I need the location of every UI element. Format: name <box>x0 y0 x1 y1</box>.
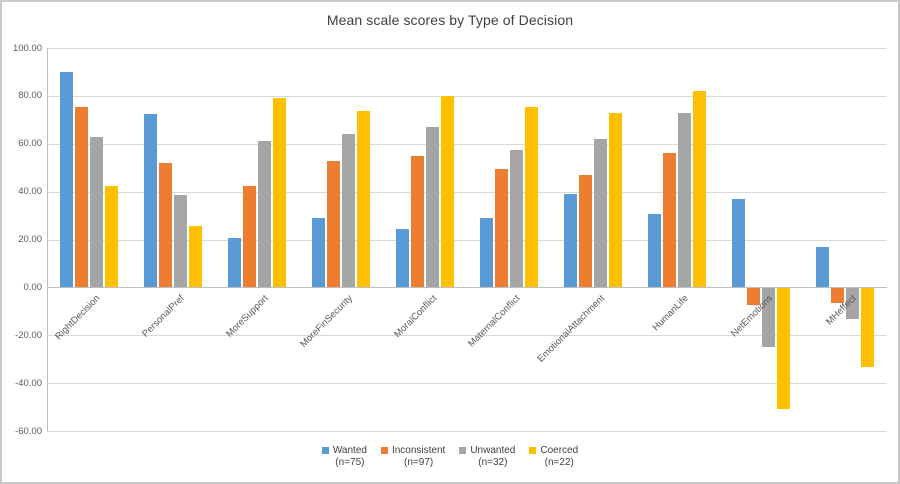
legend-item-inconsistent: Inconsistent (n=97) <box>380 445 445 469</box>
bar-coerced-moresupport <box>273 98 286 288</box>
y-axis-line <box>47 48 48 431</box>
bar-unwanted-humanlife <box>678 112 691 288</box>
x-axis-category-label: EmotionalAttachment <box>535 293 607 366</box>
legend-series-name: Wanted <box>332 445 367 456</box>
bar-wanted-maternalconflict <box>480 217 493 288</box>
gridline <box>47 143 887 145</box>
bar-coerced-netemotions <box>777 288 790 410</box>
legend-item-wanted: Wanted (n=75) <box>321 445 367 469</box>
bar-wanted-rightdecision <box>60 71 73 288</box>
bar-unwanted-netemotions <box>762 288 775 348</box>
bar-unwanted-mheffect <box>846 288 859 320</box>
bar-wanted-netemotions <box>732 198 745 288</box>
y-axis-tick-label: 40.00 <box>18 186 42 198</box>
gridline <box>47 95 887 97</box>
gridline <box>47 48 887 49</box>
gridline <box>47 191 887 193</box>
y-axis-tick-label: 20.00 <box>18 234 42 245</box>
gridline <box>47 431 887 432</box>
bar-wanted-moresupport <box>228 238 241 288</box>
legend-series-n: (n=22) <box>544 457 574 468</box>
bar-coerced-humanlife <box>693 91 706 288</box>
bar-inconsistent-morefinsecurity <box>327 160 340 288</box>
x-axis-category-label: HumanLife <box>650 293 691 334</box>
y-axis-tick-label: -60.00 <box>15 425 42 437</box>
y-axis-tick-label: 100.00 <box>12 42 42 54</box>
bar-coerced-mheffect <box>861 288 874 368</box>
bar-unwanted-rightdecision <box>90 136 103 288</box>
y-axis-tick-label: 60.00 <box>18 138 42 150</box>
bar-unwanted-moresupport <box>258 141 271 288</box>
legend-item-coerced: Coerced (n=22) <box>529 445 578 469</box>
y-axis-tick-label: 80.00 <box>18 90 42 102</box>
legend-series-name: Unwanted <box>470 445 516 456</box>
bar-inconsistent-netemotions <box>747 288 760 306</box>
bar-inconsistent-rightdecision <box>75 106 88 288</box>
x-axis-line <box>47 287 887 289</box>
bar-wanted-humanlife <box>648 214 661 288</box>
bar-wanted-personalpref <box>144 113 157 288</box>
bar-wanted-moralconflict <box>396 228 409 288</box>
legend-text-inconsistent: Inconsistent (n=97) <box>392 445 445 469</box>
legend-series-name: Coerced <box>540 445 579 456</box>
bar-unwanted-personalpref <box>174 195 187 288</box>
bar-coerced-morefinsecurity <box>357 111 370 288</box>
bar-coerced-personalpref <box>189 226 202 288</box>
bar-inconsistent-moresupport <box>243 185 256 288</box>
bar-wanted-emotionalattachment <box>564 194 577 288</box>
legend-text-coerced: Coerced (n=22) <box>540 445 578 469</box>
x-axis-category-label: PersonalPref <box>140 293 187 340</box>
bar-coerced-maternalconflict <box>525 106 538 288</box>
bar-wanted-morefinsecurity <box>312 217 325 288</box>
legend-swatch-wanted <box>321 447 329 454</box>
bar-unwanted-emotionalattachment <box>594 138 607 288</box>
bar-unwanted-morefinsecurity <box>342 134 355 288</box>
gridline <box>47 383 887 385</box>
bar-inconsistent-moralconflict <box>411 155 424 288</box>
bar-inconsistent-humanlife <box>663 153 676 288</box>
legend-swatch-unwanted <box>459 447 467 454</box>
gridline <box>47 239 887 241</box>
y-axis-tick-label: -40.00 <box>15 377 42 389</box>
legend-series-n: (n=97) <box>404 457 434 468</box>
bar-wanted-mheffect <box>816 246 829 288</box>
x-axis-category-label: MaternalConflict <box>466 293 523 350</box>
bar-inconsistent-maternalconflict <box>495 168 508 288</box>
x-axis-category-label: MoreSupport <box>224 293 271 340</box>
gridline <box>47 335 887 337</box>
legend-text-unwanted: Unwanted (n=32) <box>470 445 515 469</box>
bar-inconsistent-personalpref <box>159 162 172 288</box>
y-axis-tick-label: -20.00 <box>15 329 42 341</box>
legend-swatch-inconsistent <box>380 447 388 454</box>
chart-title: Mean scale scores by Type of Decision <box>326 12 574 28</box>
legend-swatch-coerced <box>529 447 537 454</box>
x-axis-category-label: MoreFinSecurity <box>298 293 355 351</box>
bar-unwanted-maternalconflict <box>510 149 523 288</box>
x-axis-category-label: MoralConflict <box>391 293 439 341</box>
legend: Wanted (n=75) Inconsistent (n=97) Unwanted (n… <box>2 445 898 469</box>
legend-item-unwanted: Unwanted (n=32) <box>459 445 515 469</box>
legend-text-wanted: Wanted (n=75) <box>333 445 367 469</box>
legend-series-n: (n=32) <box>478 457 508 468</box>
bar-coerced-rightdecision <box>105 185 118 288</box>
legend-series-name: Inconsistent <box>391 445 446 456</box>
y-axis-tick-label: 0.00 <box>23 281 43 293</box>
bar-coerced-moralconflict <box>441 95 454 288</box>
bar-coerced-emotionalattachment <box>609 112 622 288</box>
bar-inconsistent-mheffect <box>831 288 844 303</box>
legend-series-n: (n=75) <box>335 457 365 468</box>
bar-unwanted-moralconflict <box>426 126 439 288</box>
bar-inconsistent-emotionalattachment <box>579 174 592 288</box>
